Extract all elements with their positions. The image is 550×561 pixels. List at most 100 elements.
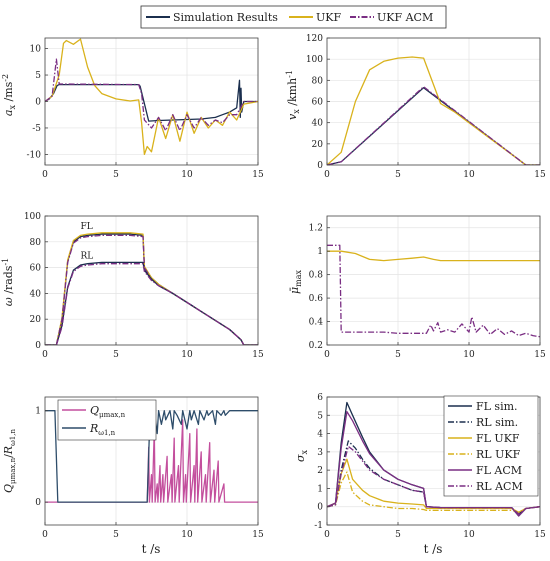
ytick-label-ax: 10 [30, 45, 42, 55]
qr-legend-box [57, 399, 157, 441]
ytick-label-mu: 0.4 [309, 318, 324, 328]
ylabel-qr: Qμmax,n/Rω1,n [2, 429, 17, 493]
qr-legend-label-q: Qμmax,n [90, 404, 126, 419]
ylabel-omega: ω /rads-1 [1, 258, 15, 307]
ytick-label-sigma: 1 [317, 484, 323, 494]
ytick-label-vx: 60 [312, 98, 324, 108]
plot-area-mu [327, 216, 540, 345]
ytick-label-mu: 1.2 [309, 224, 323, 234]
sigma-legend-box [443, 395, 539, 497]
sigma-legend-label-3: RL UKF [476, 448, 521, 461]
ytick-label-vx: 100 [306, 55, 323, 65]
series-sigma-3 [327, 471, 540, 513]
ytick-label-omega: 100 [24, 212, 41, 222]
annotation-rl: RL [81, 252, 94, 262]
ytick-label-sigma: 5 [317, 411, 323, 421]
xtick-label-sigma: 5 [395, 530, 401, 540]
ytick-label-vx: 40 [312, 119, 324, 129]
frame-omega [44, 215, 259, 346]
legend-label-sim: Simulation Results [173, 11, 278, 24]
xtick-label-vx: 15 [534, 170, 546, 180]
xtick-label-mu: 10 [463, 350, 475, 360]
ytick-label-sigma: 4 [317, 430, 323, 440]
series-qr-0 [45, 419, 258, 503]
series-sigma-2 [327, 458, 540, 513]
series-mu-1 [327, 244, 540, 338]
xtick-label-omega: 0 [42, 350, 48, 360]
series-ax-0 [45, 79, 258, 122]
ytick-label-sigma: 6 [317, 393, 323, 403]
legend-label-acm: UKF ACM [377, 11, 433, 24]
ytick-label-sigma: -1 [314, 521, 323, 531]
xtick-label-sigma: 15 [534, 530, 546, 540]
qr-legend: Qμmax,n Rω1,n [57, 399, 157, 441]
xtick-label-ax: 0 [42, 170, 48, 180]
frame-qr [44, 396, 259, 526]
panel-omega: 0 5 10 15 0 20 40 60 80 100 [24, 212, 264, 360]
ylabel-ax: ax /ms-2 [1, 74, 17, 116]
xtick-label-sigma: 10 [463, 530, 475, 540]
ytick-label-sigma: 2 [317, 466, 323, 476]
ytick-label-ax: -10 [27, 150, 42, 160]
series-vx-0 [327, 87, 540, 165]
ylabel-vx: vx /kmh-1 [285, 70, 301, 120]
series-ax-2 [45, 58, 258, 132]
ytick-label-vx: 20 [312, 140, 324, 150]
sigma-legend-label-0: FL sim. [476, 400, 518, 413]
xtick-label-mu: 0 [324, 350, 330, 360]
ytick-label-mu: 0.6 [309, 294, 324, 304]
ytick-label-mu: 1 [317, 247, 323, 257]
xlabel-right: t /s [424, 542, 443, 556]
xtick-label-vx: 0 [324, 170, 330, 180]
ytick-label-mu: 0.8 [309, 271, 324, 281]
ylabel-mu: μ̄max [288, 270, 303, 295]
xtick-label-qr: 15 [252, 530, 264, 540]
xtick-label-sigma: 0 [324, 530, 330, 540]
panel-vx: 0 5 10 15 0 20 40 60 80 100 120 [306, 34, 546, 180]
ytick-label-qr: 1 [35, 407, 41, 417]
series-mu-0 [327, 250, 540, 262]
xtick-label-qr: 5 [113, 530, 119, 540]
ytick-label-mu: 0.2 [309, 341, 323, 351]
panel-ax: 0 5 10 15 -10 -5 0 5 10 [27, 37, 264, 180]
xtick-label-ax: 15 [252, 170, 264, 180]
qr-legend-label-r: Rω1,n [89, 422, 116, 437]
ytick-label-omega: 40 [30, 289, 42, 299]
annotation-fl: FL [81, 222, 93, 232]
ytick-label-ax: -5 [32, 124, 41, 134]
frame-mu [326, 215, 541, 346]
xtick-label-omega: 10 [181, 350, 193, 360]
sigma-legend-label-5: RL ACM [476, 480, 523, 493]
ylabel-sigma: σx [294, 450, 309, 463]
xtick-label-mu: 5 [395, 350, 401, 360]
legend-label-ukf: UKF [316, 11, 341, 24]
top-legend: Simulation Results UKF UKF ACM [140, 5, 447, 29]
ytick-label-sigma: 3 [317, 448, 323, 458]
sigma-legend: FL sim. RL sim. FL UKF RL UKF FL ACM RL ACM [443, 395, 539, 497]
xtick-label-vx: 5 [395, 170, 401, 180]
ytick-label-omega: 60 [30, 264, 42, 274]
xtick-label-mu: 15 [534, 350, 546, 360]
series-omega-4 [45, 263, 258, 345]
xtick-label-ax: 5 [113, 170, 119, 180]
xtick-label-vx: 10 [463, 170, 475, 180]
ytick-label-qr: 0 [35, 498, 41, 508]
series-sigma-1 [327, 440, 540, 515]
xtick-label-omega: 5 [113, 350, 119, 360]
ytick-label-vx: 0 [317, 161, 323, 171]
xtick-label-ax: 10 [181, 170, 193, 180]
ytick-label-sigma: 0 [317, 503, 323, 513]
sigma-legend-label-4: FL ACM [476, 464, 522, 477]
sigma-legend-label-1: RL sim. [476, 416, 518, 429]
xtick-label-qr: 10 [181, 530, 193, 540]
frame-sigma [326, 396, 541, 526]
series-sigma-5 [327, 445, 540, 515]
ytick-label-omega: 0 [35, 341, 41, 351]
xtick-label-omega: 15 [252, 350, 264, 360]
series-vx-1 [327, 56, 540, 165]
panel-mu: 0 5 10 15 0.2 0.4 0.6 0.8 1 1.2 [309, 215, 546, 360]
sigma-legend-label-2: FL UKF [476, 432, 520, 445]
ytick-label-omega: 80 [30, 238, 42, 248]
ytick-label-omega: 20 [30, 315, 42, 325]
